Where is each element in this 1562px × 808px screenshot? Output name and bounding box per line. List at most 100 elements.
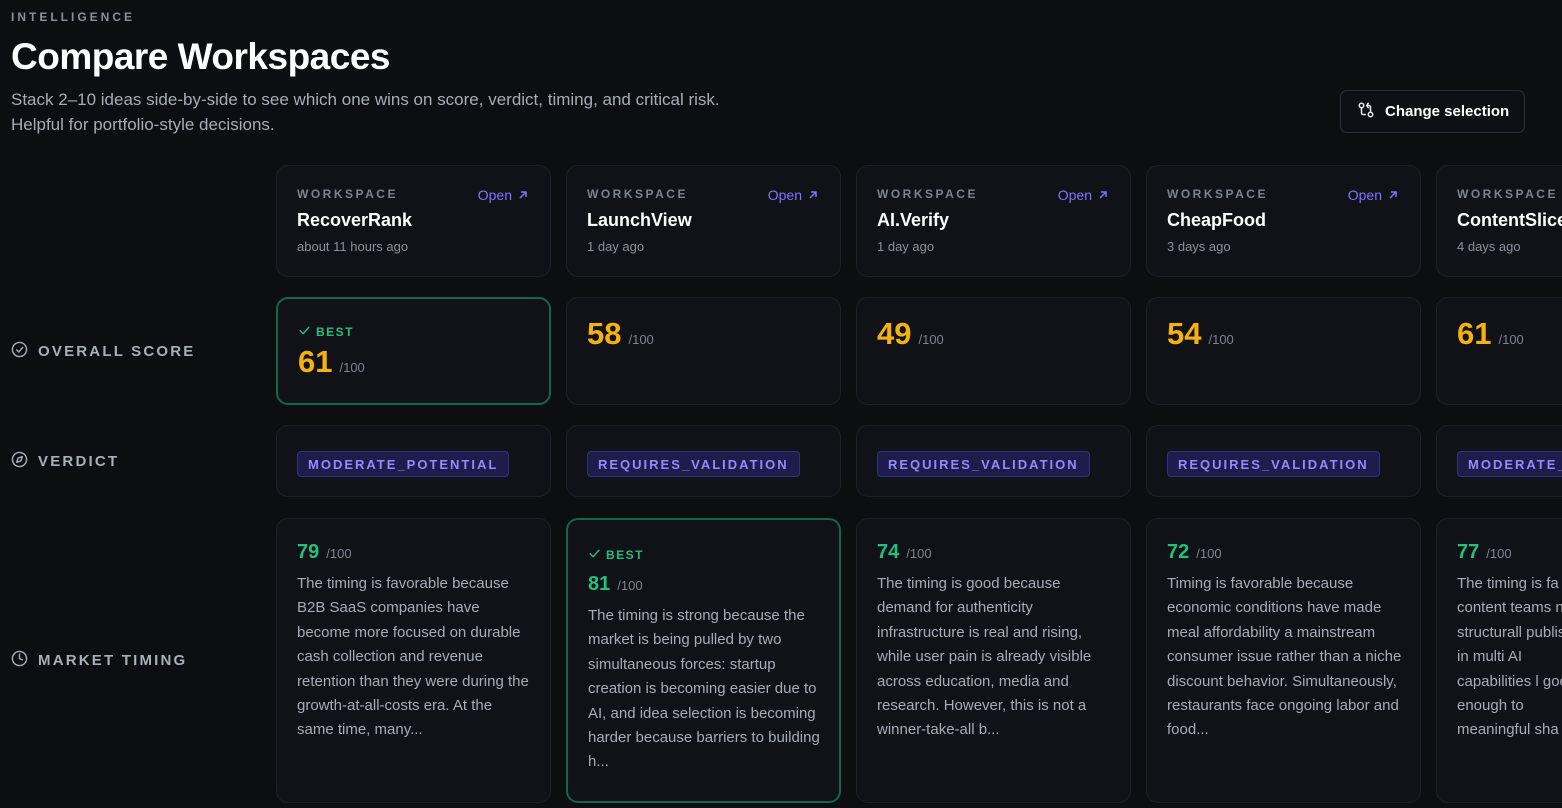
- score-max: /100: [906, 546, 932, 561]
- timing-score-value: 81: [588, 573, 611, 595]
- clock-icon: [11, 650, 28, 671]
- score-max: /100: [1486, 546, 1512, 561]
- timing-description: The timing is strong because the market …: [588, 607, 820, 771]
- verdict-badge: MODERATE_: [1457, 451, 1562, 477]
- workspace-name: AI.Verify: [877, 210, 950, 230]
- workspace-kicker: WORKSPACE: [297, 187, 398, 201]
- subtitle-line-2: Helpful for portfolio-style decisions.: [11, 115, 275, 134]
- row-label-text: MARKET TIMING: [38, 652, 188, 669]
- score-max: /100: [918, 332, 944, 347]
- workspace-name: ContentSlice: [1457, 210, 1562, 230]
- verdict-card: REQUIRES_VALIDATION: [1146, 425, 1421, 497]
- row-label-text: OVERALL SCORE: [38, 343, 196, 360]
- verdict-card: MODERATE_POTENTIAL: [276, 425, 551, 497]
- workspace-time: 3 days ago: [1167, 239, 1231, 254]
- open-label: Open: [1057, 187, 1092, 203]
- arrow-up-right-icon: [808, 187, 818, 203]
- workspace-header-card: WORKSPACE Open LaunchView 1 day ago: [566, 165, 841, 277]
- open-workspace-link[interactable]: Open: [478, 187, 528, 203]
- open-workspace-link[interactable]: Open: [1348, 187, 1398, 203]
- market-timing-card: BEST 81/100 The timing is strong because…: [566, 518, 841, 803]
- workspace-kicker: WORKSPACE: [877, 187, 978, 201]
- verdict-badge: REQUIRES_VALIDATION: [1167, 451, 1380, 477]
- row-label-text: VERDICT: [38, 453, 120, 470]
- timing-description: The timing is good because demand for au…: [877, 575, 1092, 739]
- open-label: Open: [767, 187, 802, 203]
- check-icon: [588, 547, 601, 563]
- page-subtitle: Stack 2–10 ideas side-by-side to see whi…: [11, 87, 831, 137]
- workspace-kicker: WORKSPACE: [1167, 187, 1268, 201]
- change-selection-button[interactable]: Change selection: [1340, 90, 1525, 133]
- row-label-overall-score: OVERALL SCORE: [11, 341, 196, 362]
- row-label-market-timing: MARKET TIMING: [11, 650, 187, 671]
- best-label: BEST: [316, 325, 355, 339]
- market-timing-card: 72/100 Timing is favorable because econo…: [1146, 518, 1421, 803]
- open-label: Open: [1347, 187, 1382, 203]
- timing-description: The timing is fa content teams now struc…: [1457, 575, 1562, 739]
- subtitle-line-1: Stack 2–10 ideas side-by-side to see whi…: [11, 90, 720, 109]
- overall-score-card: BEST 61/100: [276, 297, 551, 405]
- best-badge: BEST: [588, 547, 823, 563]
- timing-score-value: 77: [1457, 541, 1480, 563]
- page-eyebrow: INTELLIGENCE: [11, 10, 136, 24]
- workspace-header-card: WORKSPACE Open AI.Verify 1 day ago: [856, 165, 1131, 277]
- workspace-header-card: WORKSPACE Open RecoverRank about 11 hour…: [276, 165, 551, 277]
- score-max: /100: [326, 546, 352, 561]
- score-max: /100: [1196, 546, 1222, 561]
- timing-score-value: 72: [1167, 541, 1190, 563]
- score-max: /100: [617, 578, 643, 593]
- open-workspace-link[interactable]: Open: [1058, 187, 1108, 203]
- page-title: Compare Workspaces: [11, 36, 390, 77]
- market-timing-card: 77/100 The timing is fa content teams no…: [1436, 518, 1562, 803]
- workspace-name: CheapFood: [1167, 210, 1266, 230]
- compass-icon: [11, 451, 28, 472]
- workspace-kicker: WORKSPACE: [1457, 187, 1558, 201]
- workspace-time: 4 days ago: [1457, 239, 1521, 254]
- verdict-card: REQUIRES_VALIDATION: [856, 425, 1131, 497]
- timing-score-value: 79: [297, 541, 320, 563]
- git-compare-icon: [1357, 101, 1375, 123]
- overall-score-card: 54/100: [1146, 297, 1421, 405]
- arrow-up-right-icon: [1098, 187, 1108, 203]
- overall-score-value: 58: [587, 316, 622, 351]
- market-timing-card: 79/100 The timing is favorable because B…: [276, 518, 551, 803]
- workspace-time: about 11 hours ago: [297, 239, 409, 254]
- workspace-name: RecoverRank: [297, 210, 413, 230]
- overall-score-card: 61/100: [1436, 297, 1562, 405]
- score-max: /100: [1498, 332, 1524, 347]
- open-workspace-link[interactable]: Open: [768, 187, 818, 203]
- overall-score-card: 49/100: [856, 297, 1131, 405]
- overall-score-value: 61: [298, 344, 333, 379]
- arrow-up-right-icon: [518, 187, 528, 203]
- market-timing-card: 74/100 The timing is good because demand…: [856, 518, 1131, 803]
- score-max: /100: [339, 360, 365, 375]
- overall-score-value: 54: [1167, 316, 1202, 351]
- score-max: /100: [628, 332, 654, 347]
- verdict-card: REQUIRES_VALIDATION: [566, 425, 841, 497]
- timing-description: Timing is favorable because economic con…: [1167, 575, 1402, 739]
- overall-score-value: 49: [877, 316, 912, 351]
- change-selection-label: Change selection: [1385, 103, 1510, 120]
- check-icon: [298, 324, 311, 340]
- check-circle-icon: [11, 341, 28, 362]
- arrow-up-right-icon: [1388, 187, 1398, 203]
- overall-score-value: 61: [1457, 316, 1492, 351]
- open-label: Open: [477, 187, 512, 203]
- verdict-card: MODERATE_: [1436, 425, 1562, 497]
- verdict-badge: REQUIRES_VALIDATION: [877, 451, 1090, 477]
- timing-description: The timing is favorable because B2B SaaS…: [297, 575, 529, 739]
- overall-score-card: 58/100: [566, 297, 841, 405]
- best-badge: BEST: [298, 324, 533, 340]
- workspace-time: 1 day ago: [587, 239, 645, 254]
- workspace-name: LaunchView: [587, 210, 692, 230]
- workspace-time: 1 day ago: [877, 239, 935, 254]
- workspace-header-card: WORKSPACE Open CheapFood 3 days ago: [1146, 165, 1421, 277]
- score-max: /100: [1208, 332, 1234, 347]
- workspace-kicker: WORKSPACE: [587, 187, 688, 201]
- verdict-badge: MODERATE_POTENTIAL: [297, 451, 510, 477]
- best-label: BEST: [606, 548, 645, 562]
- workspace-header-card: WORKSPACE ContentSlice 4 days ago: [1436, 165, 1562, 277]
- verdict-badge: REQUIRES_VALIDATION: [587, 451, 800, 477]
- timing-score-value: 74: [877, 541, 900, 563]
- row-label-verdict: VERDICT: [11, 451, 119, 472]
